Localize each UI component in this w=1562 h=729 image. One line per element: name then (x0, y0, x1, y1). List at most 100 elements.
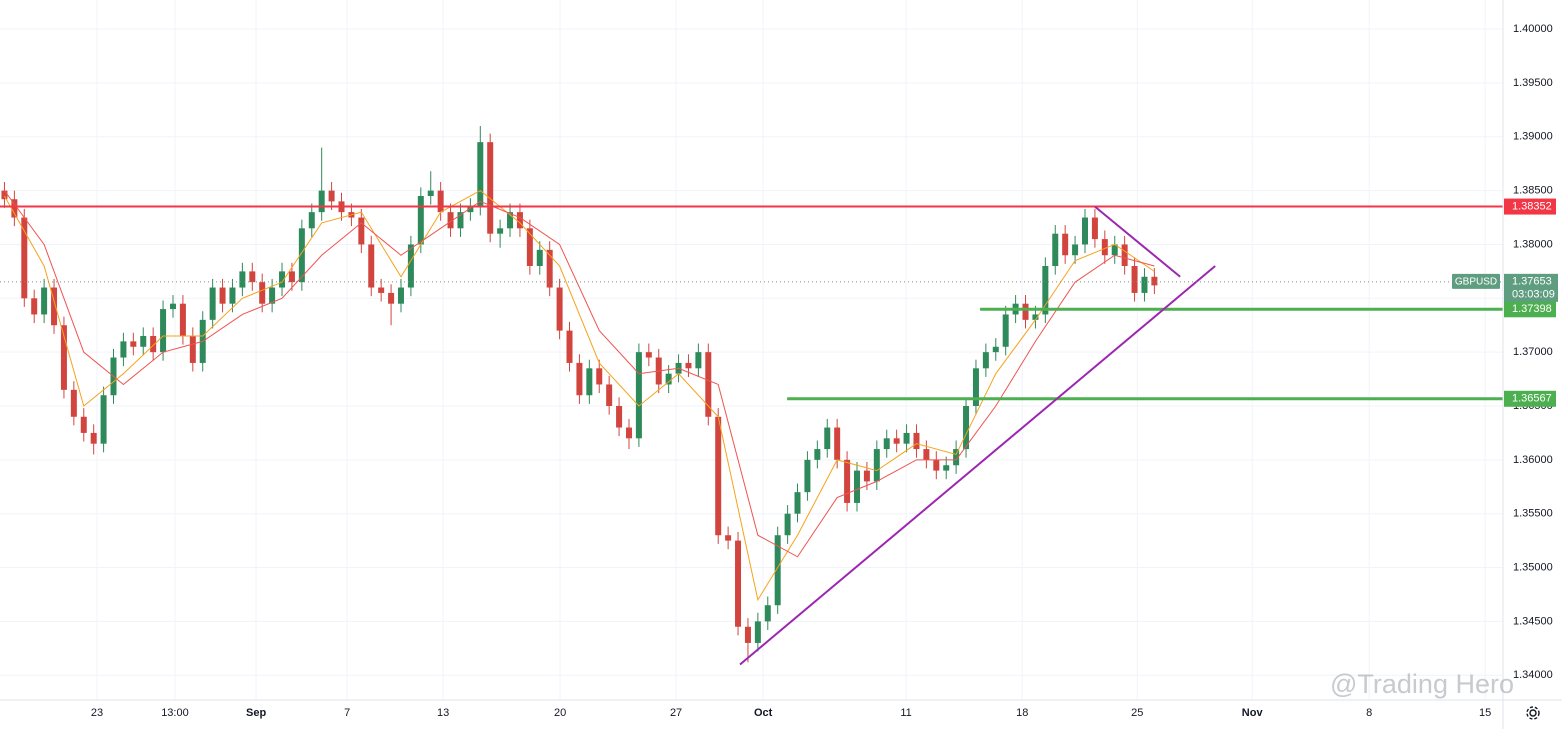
candle-body (437, 190, 444, 213)
watermark: @Trading Hero (1330, 669, 1514, 699)
candle-body (764, 605, 771, 622)
candle-body (209, 287, 216, 320)
candle-body (140, 336, 147, 347)
y-tick-label: 1.39000 (1513, 131, 1553, 143)
y-tick-label: 1.36000 (1513, 454, 1553, 466)
candle-body (1121, 244, 1128, 266)
candle-body (328, 190, 335, 202)
y-tick-label: 1.38000 (1513, 238, 1553, 250)
trend-line (1094, 205, 1181, 278)
x-tick-label: Oct (754, 707, 773, 719)
plot-area (0, 126, 1503, 666)
candle-body (635, 352, 642, 439)
candle-body (219, 287, 226, 304)
candle-body (259, 282, 266, 304)
candle-body (824, 427, 831, 450)
settings-icon[interactable] (1526, 706, 1540, 720)
candle-body (933, 459, 940, 471)
candle-body (1, 190, 8, 200)
candle-body (1002, 314, 1009, 347)
candle-body (1032, 314, 1039, 320)
candle-body (51, 287, 58, 326)
candle-body (120, 341, 127, 358)
x-tick-label: 13:00 (161, 707, 189, 719)
candle-body (725, 535, 732, 541)
x-tick-label: 23 (91, 707, 103, 719)
candle-body (794, 492, 801, 514)
candle-body (982, 352, 989, 369)
candle-body (943, 465, 950, 471)
candle-body (1042, 266, 1049, 315)
candle-body (685, 362, 692, 369)
candle-body (953, 449, 960, 466)
candle-body (477, 142, 484, 207)
candle-body (883, 438, 890, 450)
x-tick-label: 15 (1479, 707, 1491, 719)
x-tick-label: 18 (1016, 707, 1028, 719)
countdown-label: 03:03:09 (1512, 289, 1555, 301)
candle-body (625, 427, 632, 439)
candle-body (298, 228, 305, 283)
moving-average (4, 190, 1155, 558)
candle-body (279, 271, 286, 288)
candle-body (249, 271, 256, 283)
candle-body (715, 416, 722, 536)
candle-body (814, 449, 821, 460)
candle-body (169, 303, 176, 310)
candle-body (160, 309, 167, 353)
candle-body (705, 352, 712, 417)
symbol-label-bg (1452, 273, 1500, 289)
candle-body (735, 540, 742, 627)
candle-body (288, 271, 295, 283)
candle-body (1081, 217, 1088, 245)
candle-body (467, 206, 474, 213)
x-tick-label: Sep (246, 707, 266, 719)
candle-body (21, 217, 28, 299)
candle-body (457, 212, 464, 229)
candle-body (1131, 266, 1138, 293)
candle-body (873, 449, 880, 482)
candle-body (992, 346, 999, 353)
candle-body (189, 336, 196, 363)
candle-body (893, 438, 900, 444)
candle-body (536, 249, 543, 266)
candle-body (586, 368, 593, 396)
candle-body (546, 249, 553, 288)
x-tick-label: 8 (1366, 707, 1372, 719)
candle-body (1111, 244, 1118, 256)
candle-body (239, 271, 246, 288)
x-tick-label: 7 (344, 707, 350, 719)
candle-body (834, 427, 841, 460)
candle-body (606, 384, 613, 406)
candle-body (1062, 233, 1069, 256)
candle-body (150, 336, 157, 353)
x-tick-label: 27 (670, 707, 682, 719)
candle-body (80, 416, 87, 433)
last-price-bg (1504, 273, 1558, 302)
candle-body (1022, 303, 1029, 320)
candle-body (1091, 217, 1098, 240)
candle-body (70, 389, 77, 417)
candle-body (308, 212, 315, 229)
candle-body (507, 212, 514, 229)
candle-body (903, 432, 910, 444)
candle-body (804, 459, 811, 493)
candle-body (695, 352, 702, 369)
y-tick-label: 1.38500 (1513, 185, 1553, 197)
candle-body (269, 287, 276, 304)
trend-line (739, 265, 1216, 666)
candle-body (100, 395, 107, 444)
candle-body (1151, 276, 1158, 286)
candle-body (616, 406, 623, 428)
moving-average (4, 190, 1155, 602)
candle-body (754, 621, 761, 643)
candle-body (130, 341, 137, 347)
candle-body (576, 362, 583, 396)
candle-body (1052, 233, 1059, 266)
candle-body (11, 199, 18, 218)
candle-body (378, 287, 385, 293)
level-label: 1.37398 (1512, 303, 1552, 315)
candle-body (417, 196, 424, 245)
y-tick-label: 1.34500 (1513, 615, 1553, 627)
